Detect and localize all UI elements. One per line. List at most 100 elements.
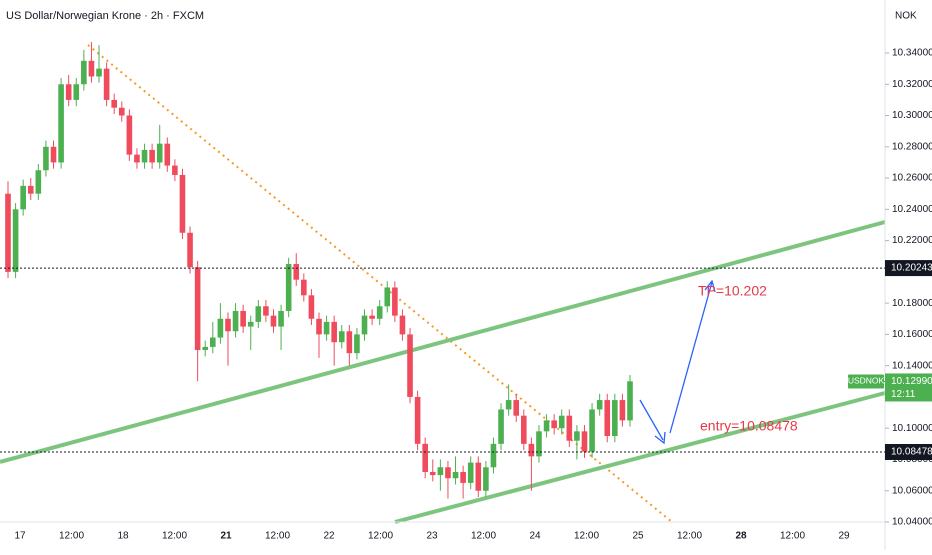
x-tick-label: 18 xyxy=(117,531,129,542)
candle-body xyxy=(35,170,42,194)
x-tick-label: 12:00 xyxy=(471,531,496,542)
candle-body xyxy=(543,420,550,432)
channel-lower xyxy=(394,391,886,524)
y-tick-label: 10.14000 xyxy=(892,360,932,371)
candle-body xyxy=(490,443,497,468)
candle-body xyxy=(574,431,580,441)
candle-body xyxy=(50,146,57,163)
x-tick-label: 23 xyxy=(426,531,438,542)
candle-body xyxy=(5,193,11,272)
y-tick-label: 10.32000 xyxy=(892,79,932,90)
candle-body xyxy=(399,315,406,335)
candle-body xyxy=(285,264,292,311)
candle-body xyxy=(96,68,102,77)
x-tick-label: 12:00 xyxy=(162,531,187,542)
candle-body xyxy=(604,400,611,437)
candle-body xyxy=(58,84,64,163)
price-tag-label: 10.08478 xyxy=(891,447,932,458)
candle-body xyxy=(217,318,224,338)
price-tag xyxy=(885,260,932,277)
y-tick-label: 10.22000 xyxy=(892,235,932,246)
candle-body xyxy=(513,400,520,416)
x-tick-label: 12:00 xyxy=(780,531,805,542)
candle-body xyxy=(156,143,163,163)
x-tick-label: 25 xyxy=(632,531,644,542)
y-tick-label: 10.04000 xyxy=(892,517,932,528)
symbol-tag-label: USDNOK xyxy=(848,376,885,386)
candle-body xyxy=(232,310,239,332)
x-tick-label: 12:00 xyxy=(677,531,702,542)
y-tick-label: 10.30000 xyxy=(892,110,932,121)
arrow-down xyxy=(639,399,664,441)
candle-body xyxy=(528,443,535,457)
channel-upper xyxy=(0,220,886,464)
candle-body xyxy=(103,68,110,100)
y-tick-label: 10.24000 xyxy=(892,204,932,215)
current-price-tag xyxy=(885,373,932,402)
candle-body xyxy=(247,321,254,327)
candle-body xyxy=(429,471,436,476)
candle-body xyxy=(566,415,573,441)
candle-body xyxy=(179,174,186,233)
candle-body xyxy=(596,400,603,410)
y-tick-label: 10.10000 xyxy=(892,423,932,434)
candle-body xyxy=(323,321,330,335)
y-tick-label: 10.26000 xyxy=(892,173,932,184)
candle-body xyxy=(202,346,209,351)
x-tick-label: 12:00 xyxy=(265,531,290,542)
candle-body xyxy=(194,267,201,351)
candle-body xyxy=(240,310,246,327)
candle-body xyxy=(627,381,633,421)
x-tick-label: 12:00 xyxy=(59,531,84,542)
y-tick-label: 10.16000 xyxy=(892,329,932,340)
x-tick-label: 12:00 xyxy=(574,531,599,542)
candle-body xyxy=(589,409,595,452)
candle-body xyxy=(149,149,155,163)
arrow-head xyxy=(654,431,666,445)
candle-body xyxy=(20,185,26,210)
candle-body xyxy=(255,306,262,322)
candle-body xyxy=(558,415,565,429)
candle-body xyxy=(612,400,618,437)
candle-body xyxy=(407,334,413,397)
candle-body xyxy=(210,337,216,347)
candle-body xyxy=(172,165,178,175)
candle-body xyxy=(437,467,444,476)
candle-body xyxy=(308,295,315,319)
candle-body xyxy=(619,400,626,421)
candle-body xyxy=(414,396,421,444)
candle-body xyxy=(460,471,466,483)
x-tick-label: 28 xyxy=(735,531,747,542)
candle-body xyxy=(354,334,360,354)
candle-body xyxy=(27,185,34,194)
y-tick-label: 10.28000 xyxy=(892,141,932,152)
candle-body xyxy=(141,149,148,163)
current-price-label: 10.12990 xyxy=(891,376,932,387)
candle-body xyxy=(225,318,231,332)
y-tick-label: 10.18000 xyxy=(892,298,932,309)
candle-body xyxy=(581,431,588,452)
arrow-head xyxy=(704,279,716,293)
candle-body xyxy=(331,321,337,343)
candle-body xyxy=(521,415,527,444)
candle-body xyxy=(270,315,277,327)
candle-body xyxy=(278,310,284,327)
candle-body xyxy=(422,443,428,472)
chart-title: US Dollar/Norwegian Krone · 2h · FXCM xyxy=(6,10,204,22)
x-tick-label: 17 xyxy=(14,531,26,542)
candle-body xyxy=(316,318,322,335)
candle-body xyxy=(301,279,307,296)
candle-body xyxy=(498,409,504,444)
candle-body xyxy=(483,467,489,491)
annotation: TP=10.202 xyxy=(698,283,767,299)
candle-body xyxy=(338,331,345,343)
candle-body xyxy=(164,143,171,166)
candle-body xyxy=(81,60,87,85)
y-tick-label: 10.34000 xyxy=(892,48,932,59)
candle-body xyxy=(118,107,125,116)
x-tick-label: 29 xyxy=(838,531,850,542)
y-axis-label: NOK xyxy=(895,11,917,22)
